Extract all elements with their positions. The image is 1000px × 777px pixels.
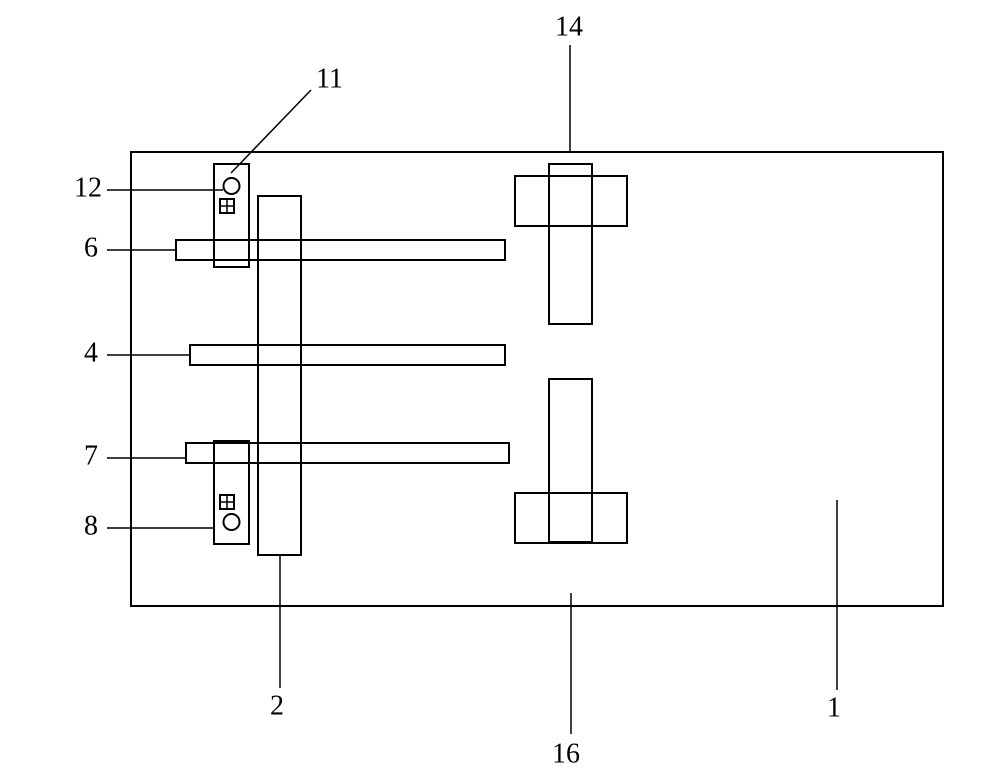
label-l11: 11 [316,63,343,94]
label-l8: 8 [84,510,98,541]
label-l14: 14 [555,11,583,42]
h14-lower [515,493,627,543]
leader-l11 [231,90,311,173]
v14-lower [549,379,592,542]
pin-bottom [224,514,240,530]
pin-top [224,178,240,194]
slider-bottom [214,441,249,544]
label-l7: 7 [84,440,98,471]
main-frame [131,152,943,606]
slider-top [214,164,249,267]
vertical-bar-2 [258,196,301,555]
h14-upper [515,176,627,226]
label-l6: 6 [84,232,98,263]
label-l12: 12 [74,172,102,203]
label-l1: 1 [827,692,841,723]
h-bar-6 [176,240,505,260]
v14-upper [549,164,592,324]
label-l16: 16 [552,738,580,769]
h-bar-7 [186,443,509,463]
label-l2: 2 [270,690,284,721]
h-bar-4 [190,345,505,365]
label-l4: 4 [84,337,98,368]
